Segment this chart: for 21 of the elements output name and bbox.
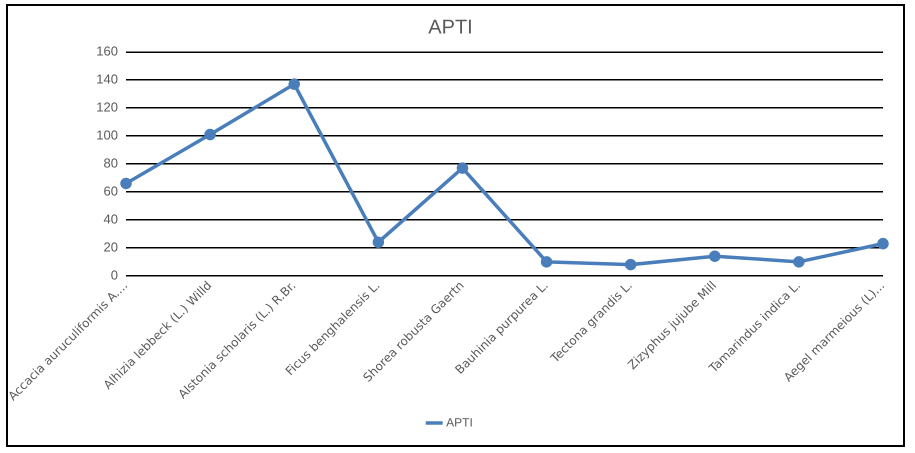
point: [793, 256, 805, 268]
y-tick-label: 100: [96, 128, 118, 143]
point: [372, 236, 384, 248]
point: [288, 78, 300, 90]
y-tick-label: 0: [110, 267, 118, 282]
y-tick-label: 120: [96, 100, 118, 115]
point: [540, 256, 552, 268]
chart-title: APTI: [428, 16, 473, 39]
point: [204, 128, 216, 140]
y-tick-label: 60: [104, 183, 118, 198]
point: [624, 258, 636, 270]
point: [120, 178, 132, 190]
y-tick-label: 140: [96, 72, 118, 87]
legend-label: APTI: [446, 415, 473, 430]
y-tick-label: 160: [96, 44, 118, 59]
y-tick-label: 40: [104, 211, 118, 226]
y-tick-label: 20: [104, 239, 118, 254]
point: [709, 250, 721, 262]
point: [456, 162, 468, 174]
point: [877, 238, 889, 250]
y-tick-label: 80: [104, 155, 118, 170]
